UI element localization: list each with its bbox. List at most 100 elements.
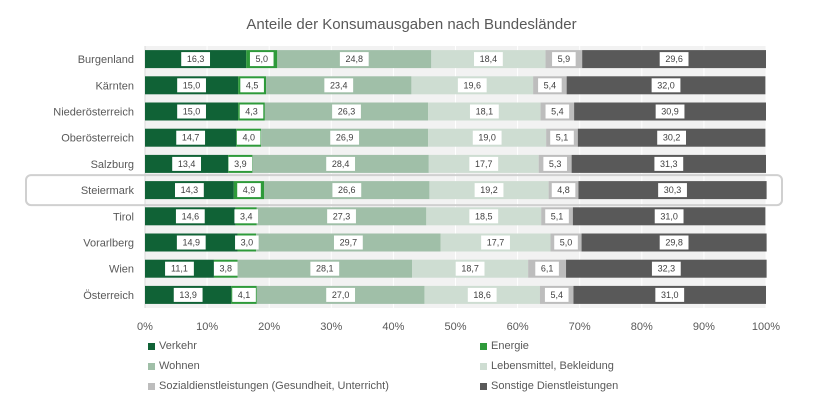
value-label: 5,0 bbox=[560, 238, 573, 248]
value-label: 31,0 bbox=[660, 211, 678, 221]
category-label: Vorarlberg bbox=[83, 238, 134, 250]
value-label: 29,6 bbox=[665, 54, 683, 64]
value-label: 19,2 bbox=[480, 185, 498, 195]
value-label-bg bbox=[659, 235, 689, 250]
value-label-bg bbox=[237, 183, 261, 198]
value-label-bg bbox=[333, 235, 363, 250]
value-label-bg bbox=[326, 287, 356, 302]
value-label: 13,9 bbox=[179, 290, 197, 300]
value-label-bg bbox=[474, 183, 504, 198]
value-label-bg bbox=[469, 104, 499, 119]
value-label-bg bbox=[554, 235, 578, 250]
value-label-bg bbox=[332, 183, 362, 198]
value-label-bg bbox=[655, 287, 685, 302]
value-label: 18,1 bbox=[476, 107, 494, 117]
value-label: 28,1 bbox=[316, 264, 334, 274]
value-label: 30,3 bbox=[664, 185, 682, 195]
value-label: 3,9 bbox=[234, 159, 247, 169]
category-label: Kärnten bbox=[95, 80, 134, 92]
category-label: Wien bbox=[109, 264, 134, 276]
legend-item: Energie bbox=[480, 340, 529, 352]
value-label: 18,5 bbox=[475, 211, 493, 221]
value-label: 30,2 bbox=[663, 133, 681, 143]
value-label-bg bbox=[232, 287, 256, 302]
value-label-bg bbox=[175, 209, 205, 224]
legend-swatch bbox=[480, 382, 487, 390]
value-label-bg bbox=[177, 78, 206, 93]
legend-swatch bbox=[148, 342, 155, 350]
value-label: 11,1 bbox=[171, 264, 188, 274]
value-label: 5,4 bbox=[550, 290, 563, 300]
value-label-bg bbox=[658, 183, 687, 198]
category-label: Tirol bbox=[113, 211, 134, 223]
legend-swatch bbox=[148, 382, 155, 390]
value-label: 15,0 bbox=[183, 80, 201, 90]
category-label: Österreich bbox=[83, 290, 134, 302]
value-label-bg bbox=[455, 261, 485, 276]
value-label: 14,6 bbox=[182, 211, 200, 221]
x-tick-label: 70% bbox=[569, 321, 591, 333]
value-label: 19,6 bbox=[464, 80, 482, 90]
x-tick-labels: 0% 10% 20% 30% 40% 50% 60% 70% 80% 90% 100% bbox=[137, 321, 780, 333]
value-label: 30,9 bbox=[661, 107, 679, 117]
x-tick-label: 60% bbox=[507, 321, 529, 333]
value-label-bg bbox=[177, 104, 206, 119]
value-label-bg bbox=[228, 156, 253, 171]
value-label-bg bbox=[467, 287, 497, 302]
value-label-bg bbox=[249, 52, 274, 67]
legend-label: Sonstige Dienstleistungen bbox=[491, 380, 619, 392]
value-label-bg bbox=[235, 235, 259, 250]
value-label: 15,0 bbox=[183, 107, 201, 117]
legend-label: Sozialdienstleistungen (Gesundheit, Unte… bbox=[159, 380, 389, 392]
legend-item: Sonstige Dienstleistungen bbox=[480, 380, 618, 392]
value-label-bg bbox=[538, 78, 562, 93]
value-label-bg bbox=[654, 209, 684, 224]
x-tick-label: 20% bbox=[258, 321, 280, 333]
value-label-bg bbox=[172, 156, 202, 171]
value-label: 4,8 bbox=[557, 185, 570, 195]
legend-label: Energie bbox=[491, 340, 529, 352]
value-label: 26,9 bbox=[336, 133, 354, 143]
value-label: 17,7 bbox=[475, 159, 493, 169]
value-label: 3,4 bbox=[240, 211, 253, 221]
value-label-bg bbox=[543, 156, 567, 171]
legend-label: Wohnen bbox=[159, 360, 200, 372]
legend-item: Lebensmittel, Bekleidung bbox=[480, 360, 614, 372]
value-label: 5,9 bbox=[558, 54, 571, 64]
value-label-bg bbox=[165, 261, 194, 276]
value-label: 4,3 bbox=[245, 107, 258, 117]
value-label: 4,5 bbox=[246, 80, 259, 90]
value-label-bg bbox=[550, 130, 574, 145]
value-label-bg bbox=[332, 104, 361, 119]
value-label: 23,4 bbox=[330, 80, 348, 90]
value-label-bg bbox=[659, 52, 689, 67]
value-label-bg bbox=[544, 287, 569, 302]
chart-title: Anteile der Konsumausgaben nach Bundeslä… bbox=[246, 16, 577, 33]
value-label: 18,4 bbox=[480, 54, 498, 64]
x-tick-label: 0% bbox=[137, 321, 153, 333]
value-label-bg bbox=[651, 261, 681, 276]
value-label-bg bbox=[339, 52, 369, 67]
value-label: 4,0 bbox=[242, 133, 255, 143]
value-label: 29,7 bbox=[340, 238, 358, 248]
value-label-bg bbox=[552, 52, 576, 67]
value-label: 32,3 bbox=[658, 264, 676, 274]
value-label: 24,8 bbox=[346, 54, 364, 64]
value-label-bg bbox=[551, 183, 576, 198]
value-label: 27,3 bbox=[333, 211, 351, 221]
value-label-bg bbox=[457, 78, 487, 93]
value-label-bg bbox=[175, 183, 204, 198]
legend-item: Verkehr bbox=[148, 340, 197, 352]
value-label-bg bbox=[213, 261, 238, 276]
legend-item: Sozialdienstleistungen (Gesundheit, Unte… bbox=[148, 380, 389, 392]
legend-swatch bbox=[148, 362, 155, 370]
legend-item: Wohnen bbox=[148, 360, 200, 372]
value-label-bg bbox=[469, 156, 499, 171]
value-label: 18,6 bbox=[473, 290, 491, 300]
value-label: 5,3 bbox=[549, 159, 562, 169]
value-label: 18,7 bbox=[461, 264, 479, 274]
value-label: 27,0 bbox=[332, 290, 350, 300]
value-label: 31,0 bbox=[661, 290, 679, 300]
value-label-bg bbox=[327, 209, 356, 224]
